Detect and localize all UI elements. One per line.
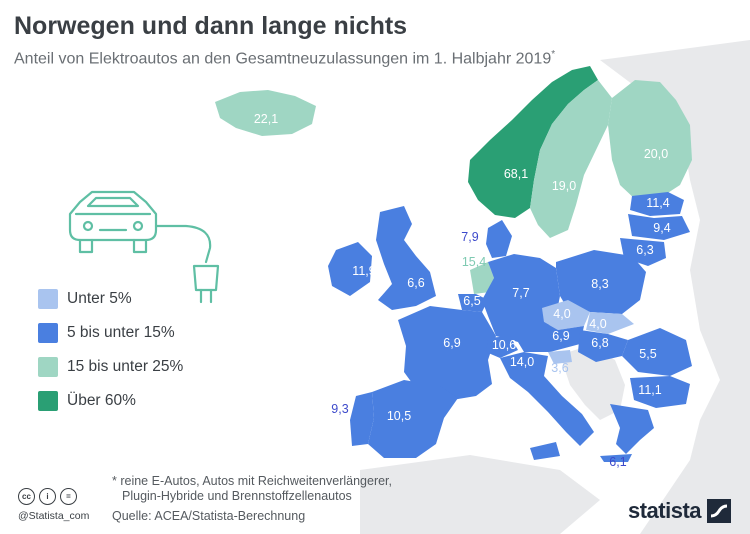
subtitle-text: Anteil von Elektroautos an den Gesamtneu… (14, 50, 552, 68)
statista-mark-icon (707, 499, 732, 523)
statista-logo[interactable]: statista (628, 498, 732, 524)
footnote-line-2: Plugin-Hybride und Brennstoffzellenautos (122, 489, 352, 503)
country-estland (630, 192, 684, 216)
country-niederlande (470, 262, 494, 294)
label-belgien: 6,5 (463, 294, 480, 308)
label-lettland: 9,4 (653, 221, 670, 235)
legend-item-under-5: Unter 5% (38, 282, 183, 316)
legend-swatch (38, 289, 58, 309)
country-spanien (368, 380, 458, 458)
legend: Unter 5% 5 bis unter 15% 15 bis unter 25… (38, 282, 183, 418)
page-title: Norwegen und dann lange nichts (14, 12, 408, 40)
country-belgien (458, 294, 488, 312)
country-frankreich (398, 306, 496, 400)
label-spanien: 10,5 (387, 409, 411, 423)
label-finnland: 20,0 (644, 147, 668, 161)
footnote-line-1: * reine E-Autos, Autos mit Reichweitenve… (112, 474, 392, 488)
country-schweden (530, 80, 612, 238)
label-litauen: 6,3 (636, 243, 653, 257)
country-vk (376, 206, 436, 310)
country-lettland (628, 214, 690, 240)
country-irland (328, 242, 372, 296)
legend-item-5-15: 5 bis unter 15% (38, 316, 183, 350)
electric-car-plug-icon (68, 190, 220, 304)
label-ungarn: 6,8 (591, 336, 608, 350)
label-norwegen: 68,1 (504, 167, 528, 181)
label-slowenien: 3,6 (551, 361, 568, 375)
background-land (600, 40, 750, 534)
legend-swatch (38, 391, 58, 411)
license-icons: cc i = (18, 488, 77, 505)
legend-label: 5 bis unter 15% (67, 324, 175, 341)
label-tschechien: 4,0 (553, 307, 570, 321)
country-island (215, 90, 316, 136)
label-irland: 11,9 (352, 264, 375, 278)
cc-icon[interactable]: cc (18, 488, 35, 505)
country-slowakei (586, 312, 634, 334)
country-schweiz (486, 336, 518, 358)
country-rumaenien (622, 328, 692, 376)
legend-label: Unter 5% (67, 290, 132, 307)
footnote: * reine E-Autos, Autos mit Reichweitenve… (112, 474, 392, 504)
legend-label: Über 60% (67, 392, 136, 409)
source-note: Quelle: ACEA/Statista-Berechnung (112, 509, 306, 523)
label-bulgarien: 11,1 (638, 383, 661, 397)
legend-item-15-25: 15 bis unter 25% (38, 350, 183, 384)
label-deutschland: 7,7 (512, 286, 529, 300)
label-griechenland: 6,1 (609, 455, 626, 469)
label-niederlande: 15,4 (462, 255, 486, 269)
label-frankreich: 6,9 (443, 336, 460, 350)
label-portugal: 9,3 (331, 402, 348, 416)
label-daenemark: 7,9 (461, 230, 478, 244)
brand-wordmark: statista (628, 498, 702, 523)
country-oesterreich (518, 322, 584, 352)
legend-item-over-60: Über 60% (38, 384, 183, 418)
country-polen (556, 250, 646, 314)
background-land-balkans (560, 345, 625, 420)
background-land-africa (360, 455, 600, 534)
country-italien (500, 352, 594, 460)
country-daenemark (486, 220, 512, 258)
label-slowakei: 4,0 (589, 317, 606, 331)
label-schweiz: 10,6 (492, 338, 516, 352)
country-tschechien (542, 300, 590, 330)
label-schweden: 19,0 (552, 179, 576, 193)
label-rumaenien: 5,5 (639, 347, 656, 361)
country-finnland (608, 80, 692, 200)
country-griechenland (600, 404, 654, 462)
label-oesterreich: 6,9 (552, 329, 569, 343)
by-icon[interactable]: i (39, 488, 56, 505)
page-subtitle: Anteil von Elektroautos an den Gesamtneu… (14, 49, 555, 68)
country-portugal (350, 392, 374, 446)
country-norwegen (468, 66, 598, 218)
label-italien: 14,0 (510, 355, 534, 369)
label-vk: 6,6 (407, 276, 424, 290)
nd-icon[interactable]: = (60, 488, 77, 505)
legend-swatch (38, 357, 58, 377)
legend-swatch (38, 323, 58, 343)
country-bulgarien (630, 376, 690, 408)
credit-handle[interactable]: @Statista_com (18, 510, 90, 522)
country-slowenien (548, 350, 572, 364)
country-deutschland (482, 254, 560, 342)
label-estland: 11,4 (646, 196, 669, 210)
label-polen: 8,3 (591, 277, 608, 291)
legend-label: 15 bis unter 25% (67, 358, 184, 375)
label-island: 22,1 (254, 112, 278, 126)
subtitle-footnote-mark: * (551, 49, 556, 60)
country-ungarn (578, 330, 628, 362)
